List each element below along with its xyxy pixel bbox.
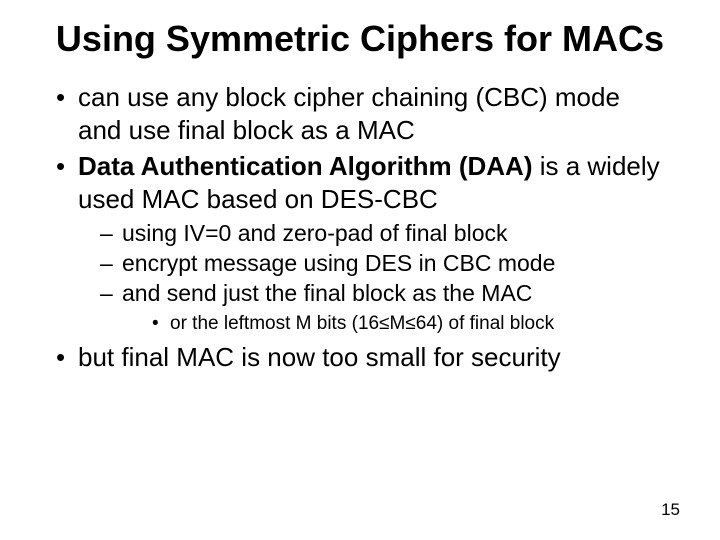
- bullet-list: can use any block cipher chaining (CBC) …: [50, 81, 670, 373]
- sub-bullet-3: and send just the final block as the MAC…: [98, 279, 670, 337]
- sub-bullet-2: encrypt message using DES in CBC mode: [98, 249, 670, 279]
- bullet-item-1: can use any block cipher chaining (CBC) …: [50, 81, 670, 146]
- sub-bullet-text-2: encrypt message using DES in CBC mode: [122, 250, 555, 276]
- sub-bullet-text-1: using IV=0 and zero-pad of final block: [122, 220, 508, 246]
- bullet-item-2: Data Authentication Algorithm (DAA) is a…: [50, 150, 670, 336]
- subsub-bullet-list: or the leftmost M bits (16≤M≤64) of fina…: [122, 311, 670, 337]
- sub-bullet-text-3: and send just the final block as the MAC: [122, 280, 532, 306]
- sub-bullet-1: using IV=0 and zero-pad of final block: [98, 219, 670, 249]
- sub-bullet-list: using IV=0 and zero-pad of final block e…: [78, 219, 670, 336]
- bullet-text-3: but final MAC is now too small for secur…: [78, 342, 561, 372]
- bullet-text-2-bold: Data Authentication Algorithm (DAA): [78, 151, 533, 181]
- bullet-item-3: but final MAC is now too small for secur…: [50, 341, 670, 374]
- slide-title: Using Symmetric Ciphers for MACs: [50, 18, 670, 59]
- page-number: 15: [661, 500, 680, 520]
- bullet-text-1: can use any block cipher chaining (CBC) …: [78, 82, 620, 145]
- subsub-bullet-1: or the leftmost M bits (16≤M≤64) of fina…: [150, 311, 670, 337]
- slide: Using Symmetric Ciphers for MACs can use…: [0, 0, 720, 540]
- subsub-bullet-text-1: or the leftmost M bits (16≤M≤64) of fina…: [170, 313, 554, 334]
